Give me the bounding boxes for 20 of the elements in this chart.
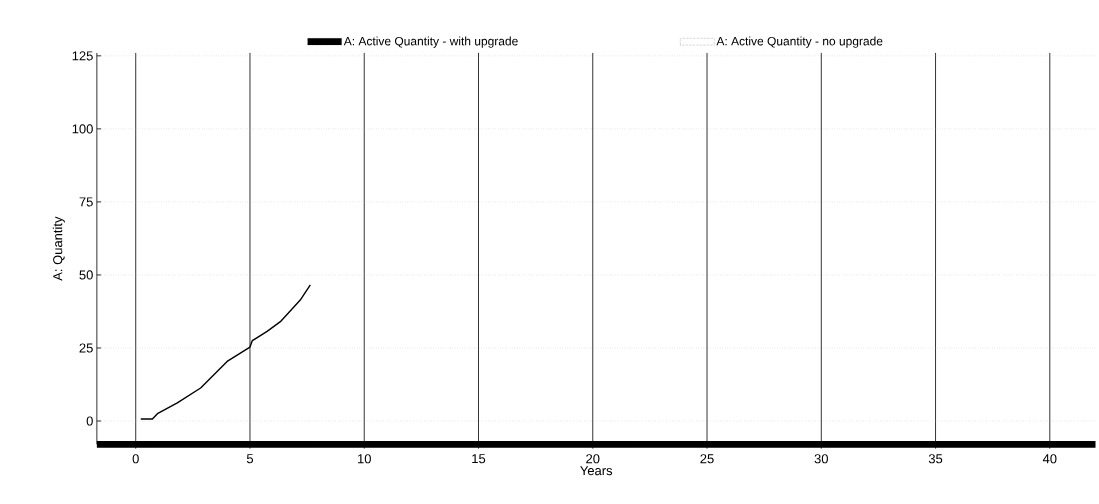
x-tick-label: 35 xyxy=(928,454,943,464)
legend-label: A: Active Quantity - with upgrade xyxy=(343,36,518,48)
x-tick-label: 15 xyxy=(472,454,486,464)
y-axis-title: A: Quantity xyxy=(52,216,65,281)
x-tick-label: 30 xyxy=(814,454,828,464)
legend-label: A: Active Quantity - no upgrade xyxy=(716,36,883,48)
x-tick-label: 0 xyxy=(132,454,139,464)
x-tick-label: 25 xyxy=(700,454,714,464)
x-tick-label: 5 xyxy=(246,454,254,464)
line-series xyxy=(140,284,312,420)
x-tick-label: 20 xyxy=(586,454,600,464)
y-tick-label: 75 xyxy=(79,197,93,207)
y-tick-label: 100 xyxy=(72,124,93,134)
x-axis-title: Years xyxy=(580,466,613,476)
y-tick-label: 0 xyxy=(86,416,93,426)
y-tick-label: 125 xyxy=(72,51,93,61)
x-tick-label: 40 xyxy=(1042,454,1057,464)
x-tick-label: 10 xyxy=(358,454,371,464)
y-tick-label: 50 xyxy=(79,270,93,280)
y-tick-label: 25 xyxy=(79,343,93,353)
